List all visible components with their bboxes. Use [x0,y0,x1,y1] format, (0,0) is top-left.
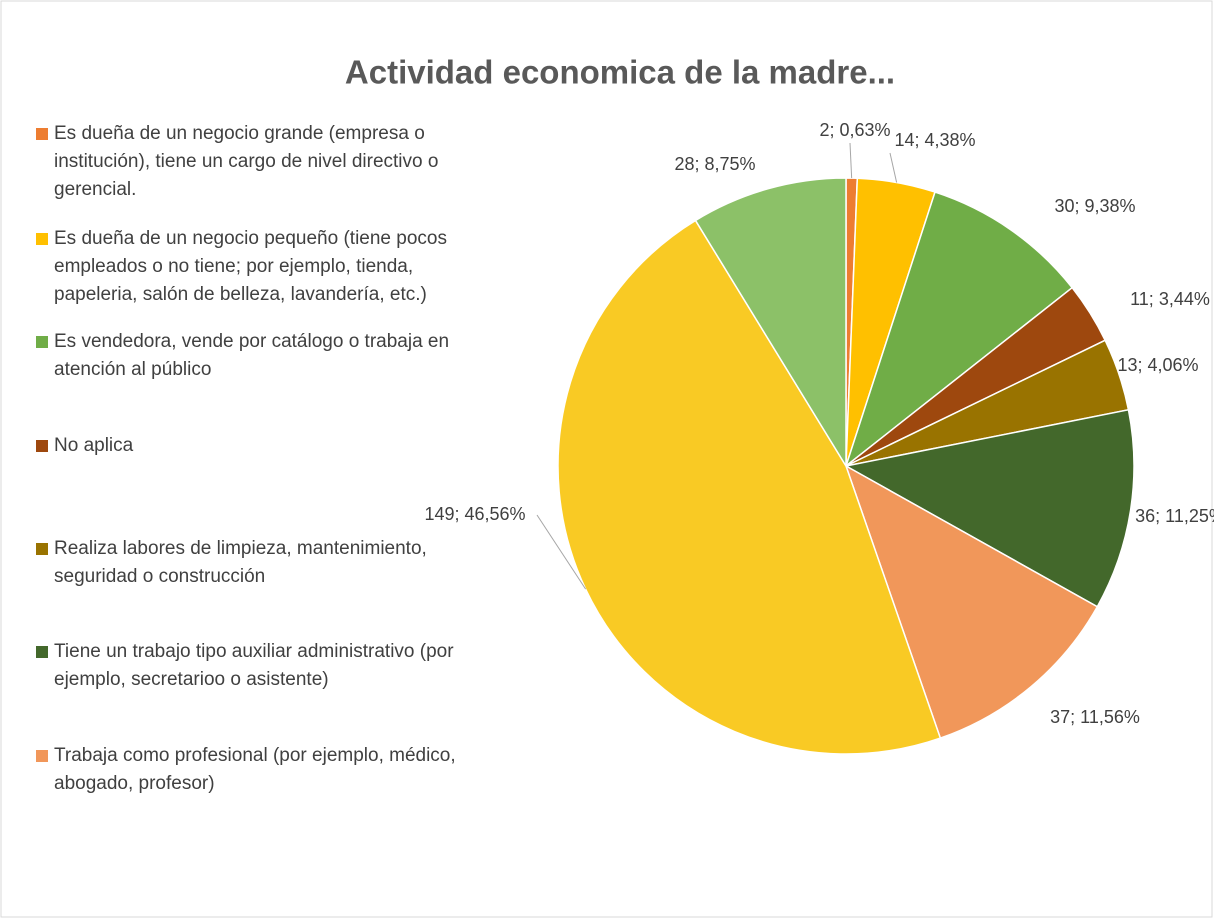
legend-label: No aplica [54,435,134,456]
data-label: 2; 0,63% [819,120,890,140]
legend-swatch [36,233,48,245]
legend-label: Es dueña de un negocio pequeño (tiene po… [54,228,447,305]
chart-title: Actividad economica de la madre... [345,54,895,91]
legend-item: Realiza labores de limpieza, mantenimien… [36,535,496,591]
pie-slice [557,219,942,755]
legend-swatch [36,128,48,140]
pie-slice [844,191,1074,469]
data-label: 13; 4,06% [1117,355,1198,375]
pie-slice [844,464,1099,740]
legend-swatch [36,750,48,762]
data-label: 30; 9,38% [1054,196,1135,216]
legend-label: Trabaja como profesional (por ejemplo, m… [54,745,456,794]
leader-line [849,142,853,179]
data-label: 28; 8,75% [674,154,755,174]
legend-label: Es dueña de un negocio grande (empresa o… [54,123,439,200]
legend-label: Tiene un trabajo tipo auxiliar administr… [54,641,454,690]
legend-item: Es dueña de un negocio pequeño (tiene po… [36,225,496,309]
pie-slice [843,408,1135,608]
legend-label: Realiza labores de limpieza, mantenimien… [54,538,427,587]
data-label: 11; 3,44% [1130,289,1210,309]
legend-swatch [36,646,48,658]
legend-swatch [36,440,48,452]
pie-slice [694,177,847,469]
legend-item: Es vendedora, vende por catálogo o traba… [36,328,496,384]
legend-swatch [36,336,48,348]
data-label: 37; 11,56% [1050,707,1140,727]
data-label: 14; 4,38% [894,130,975,150]
legend-item: Tiene un trabajo tipo auxiliar administr… [36,638,496,694]
data-label: 149; 46,56% [424,504,525,524]
legend-item: No aplica [36,432,496,460]
legend-label: Es vendedora, vende por catálogo o traba… [54,331,450,380]
legend-item: Trabaja como profesional (por ejemplo, m… [36,742,496,798]
data-label: 36; 11,25% [1135,506,1214,526]
leader-line [536,514,587,590]
legend-swatch [36,543,48,555]
legend-item: Es dueña de un negocio grande (empresa o… [36,120,496,204]
leader-line [889,152,898,183]
